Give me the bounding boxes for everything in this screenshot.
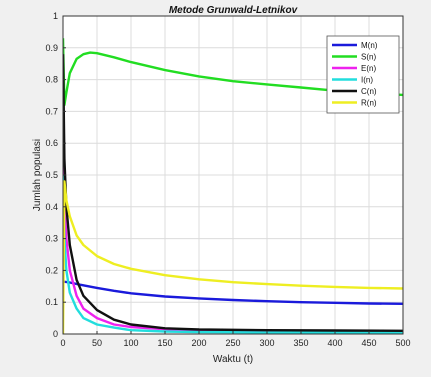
y-tick-label: 0.3 [45,234,58,244]
x-tick-label: 400 [327,338,342,348]
x-axis-label: Waktu (t) [213,354,253,365]
x-tick-label: 350 [293,338,308,348]
x-tick-label: 100 [123,338,138,348]
x-tick-label: 0 [60,338,65,348]
y-tick-label: 0.6 [45,138,58,148]
y-tick-label: 0.8 [45,75,58,85]
y-tick-label: 0.1 [45,297,58,307]
x-tick-label: 50 [92,338,102,348]
x-tick-label: 150 [157,338,172,348]
series-line-cn [63,54,403,332]
legend-label: C(n) [361,87,377,96]
legend-label: M(n) [361,41,378,50]
series-line-sn [63,38,403,107]
y-axis-label: Jumlah populasi [32,139,43,211]
series-line-in [63,174,403,334]
legend-label: E(n) [361,64,376,73]
x-tick-label: 200 [191,338,206,348]
y-tick-label: 0 [53,329,58,339]
legend-label: R(n) [361,99,377,108]
legend-label: S(n) [361,53,376,62]
series-line-mn [63,280,403,305]
chart-title: Metode Grunwald-Letnikov [169,5,299,16]
y-tick-label: 0.7 [45,106,58,116]
y-tick-label: 1 [53,11,58,21]
y-tick-label: 0.2 [45,265,58,275]
y-tick-label: 0.5 [45,170,58,180]
legend-box [326,35,400,114]
legend-label: I(n) [361,76,373,85]
y-tick-label: 0.9 [45,43,58,53]
y-tick-label: 0.4 [45,202,58,212]
x-tick-label: 450 [361,338,376,348]
x-tick-label: 500 [395,338,410,348]
series-line-rn [63,180,403,334]
x-tick-label: 300 [259,338,274,348]
x-tick-label: 250 [225,338,240,348]
